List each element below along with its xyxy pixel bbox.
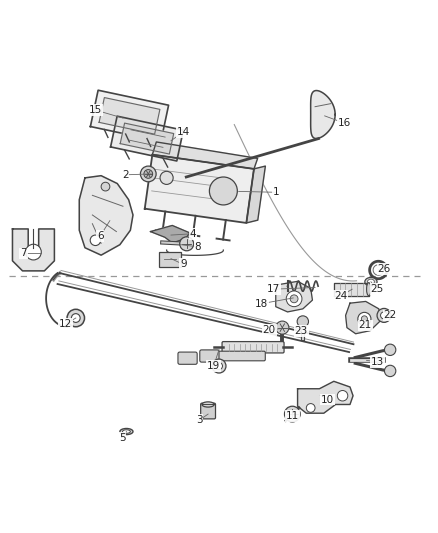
Circle shape bbox=[160, 171, 173, 184]
Polygon shape bbox=[150, 225, 190, 243]
Polygon shape bbox=[12, 229, 54, 271]
Ellipse shape bbox=[367, 279, 374, 285]
Text: 19: 19 bbox=[207, 361, 220, 371]
Circle shape bbox=[141, 166, 156, 182]
Text: 20: 20 bbox=[263, 325, 276, 335]
Ellipse shape bbox=[365, 277, 377, 286]
Text: 5: 5 bbox=[119, 433, 125, 442]
Circle shape bbox=[67, 309, 85, 327]
Circle shape bbox=[358, 312, 371, 326]
Text: 16: 16 bbox=[338, 118, 351, 128]
Polygon shape bbox=[297, 381, 353, 413]
Polygon shape bbox=[346, 302, 381, 334]
Polygon shape bbox=[311, 91, 335, 139]
Text: 21: 21 bbox=[359, 320, 372, 330]
Circle shape bbox=[25, 244, 41, 260]
Circle shape bbox=[377, 309, 391, 322]
Circle shape bbox=[286, 291, 302, 306]
Polygon shape bbox=[246, 166, 265, 223]
Circle shape bbox=[209, 177, 237, 205]
Circle shape bbox=[306, 403, 315, 413]
Text: 13: 13 bbox=[371, 357, 384, 367]
FancyBboxPatch shape bbox=[215, 351, 265, 361]
Polygon shape bbox=[99, 98, 160, 134]
Circle shape bbox=[290, 295, 298, 303]
Circle shape bbox=[215, 362, 223, 369]
Text: 18: 18 bbox=[255, 298, 268, 309]
FancyBboxPatch shape bbox=[159, 252, 181, 266]
Text: 12: 12 bbox=[59, 319, 72, 329]
Text: 17: 17 bbox=[267, 284, 280, 294]
Polygon shape bbox=[79, 176, 133, 255]
Circle shape bbox=[180, 237, 194, 251]
Text: 10: 10 bbox=[321, 394, 334, 405]
FancyBboxPatch shape bbox=[178, 352, 197, 364]
Text: 22: 22 bbox=[384, 310, 397, 320]
Text: 11: 11 bbox=[286, 411, 299, 421]
Ellipse shape bbox=[202, 402, 214, 407]
Circle shape bbox=[337, 391, 348, 401]
Circle shape bbox=[144, 169, 152, 179]
Text: 6: 6 bbox=[97, 231, 103, 241]
Text: 26: 26 bbox=[378, 264, 391, 273]
Circle shape bbox=[71, 313, 80, 322]
Text: 2: 2 bbox=[122, 170, 128, 180]
Ellipse shape bbox=[123, 430, 131, 433]
Circle shape bbox=[361, 316, 367, 322]
Text: 3: 3 bbox=[196, 415, 203, 425]
FancyBboxPatch shape bbox=[222, 342, 284, 353]
Text: 8: 8 bbox=[195, 242, 201, 252]
Polygon shape bbox=[110, 116, 184, 161]
Polygon shape bbox=[276, 281, 312, 312]
Circle shape bbox=[90, 235, 101, 246]
Circle shape bbox=[381, 312, 388, 319]
Circle shape bbox=[297, 316, 308, 327]
Ellipse shape bbox=[367, 282, 371, 296]
Circle shape bbox=[385, 344, 396, 356]
Text: 14: 14 bbox=[177, 127, 190, 137]
Text: 15: 15 bbox=[89, 105, 102, 115]
Polygon shape bbox=[120, 123, 174, 154]
FancyBboxPatch shape bbox=[200, 350, 219, 362]
Circle shape bbox=[212, 359, 226, 373]
Circle shape bbox=[285, 406, 300, 422]
Polygon shape bbox=[90, 90, 169, 141]
Circle shape bbox=[276, 321, 289, 334]
Text: 25: 25 bbox=[371, 284, 384, 294]
Text: 24: 24 bbox=[334, 291, 347, 301]
Polygon shape bbox=[145, 155, 254, 223]
Text: 9: 9 bbox=[180, 260, 187, 269]
Text: 1: 1 bbox=[272, 187, 279, 197]
Circle shape bbox=[385, 365, 396, 377]
Text: 4: 4 bbox=[190, 229, 196, 239]
Text: 7: 7 bbox=[20, 248, 27, 259]
Circle shape bbox=[101, 182, 110, 191]
Polygon shape bbox=[152, 142, 258, 169]
Text: 23: 23 bbox=[294, 326, 308, 336]
FancyBboxPatch shape bbox=[201, 403, 215, 419]
Ellipse shape bbox=[120, 429, 133, 434]
Polygon shape bbox=[334, 282, 369, 296]
